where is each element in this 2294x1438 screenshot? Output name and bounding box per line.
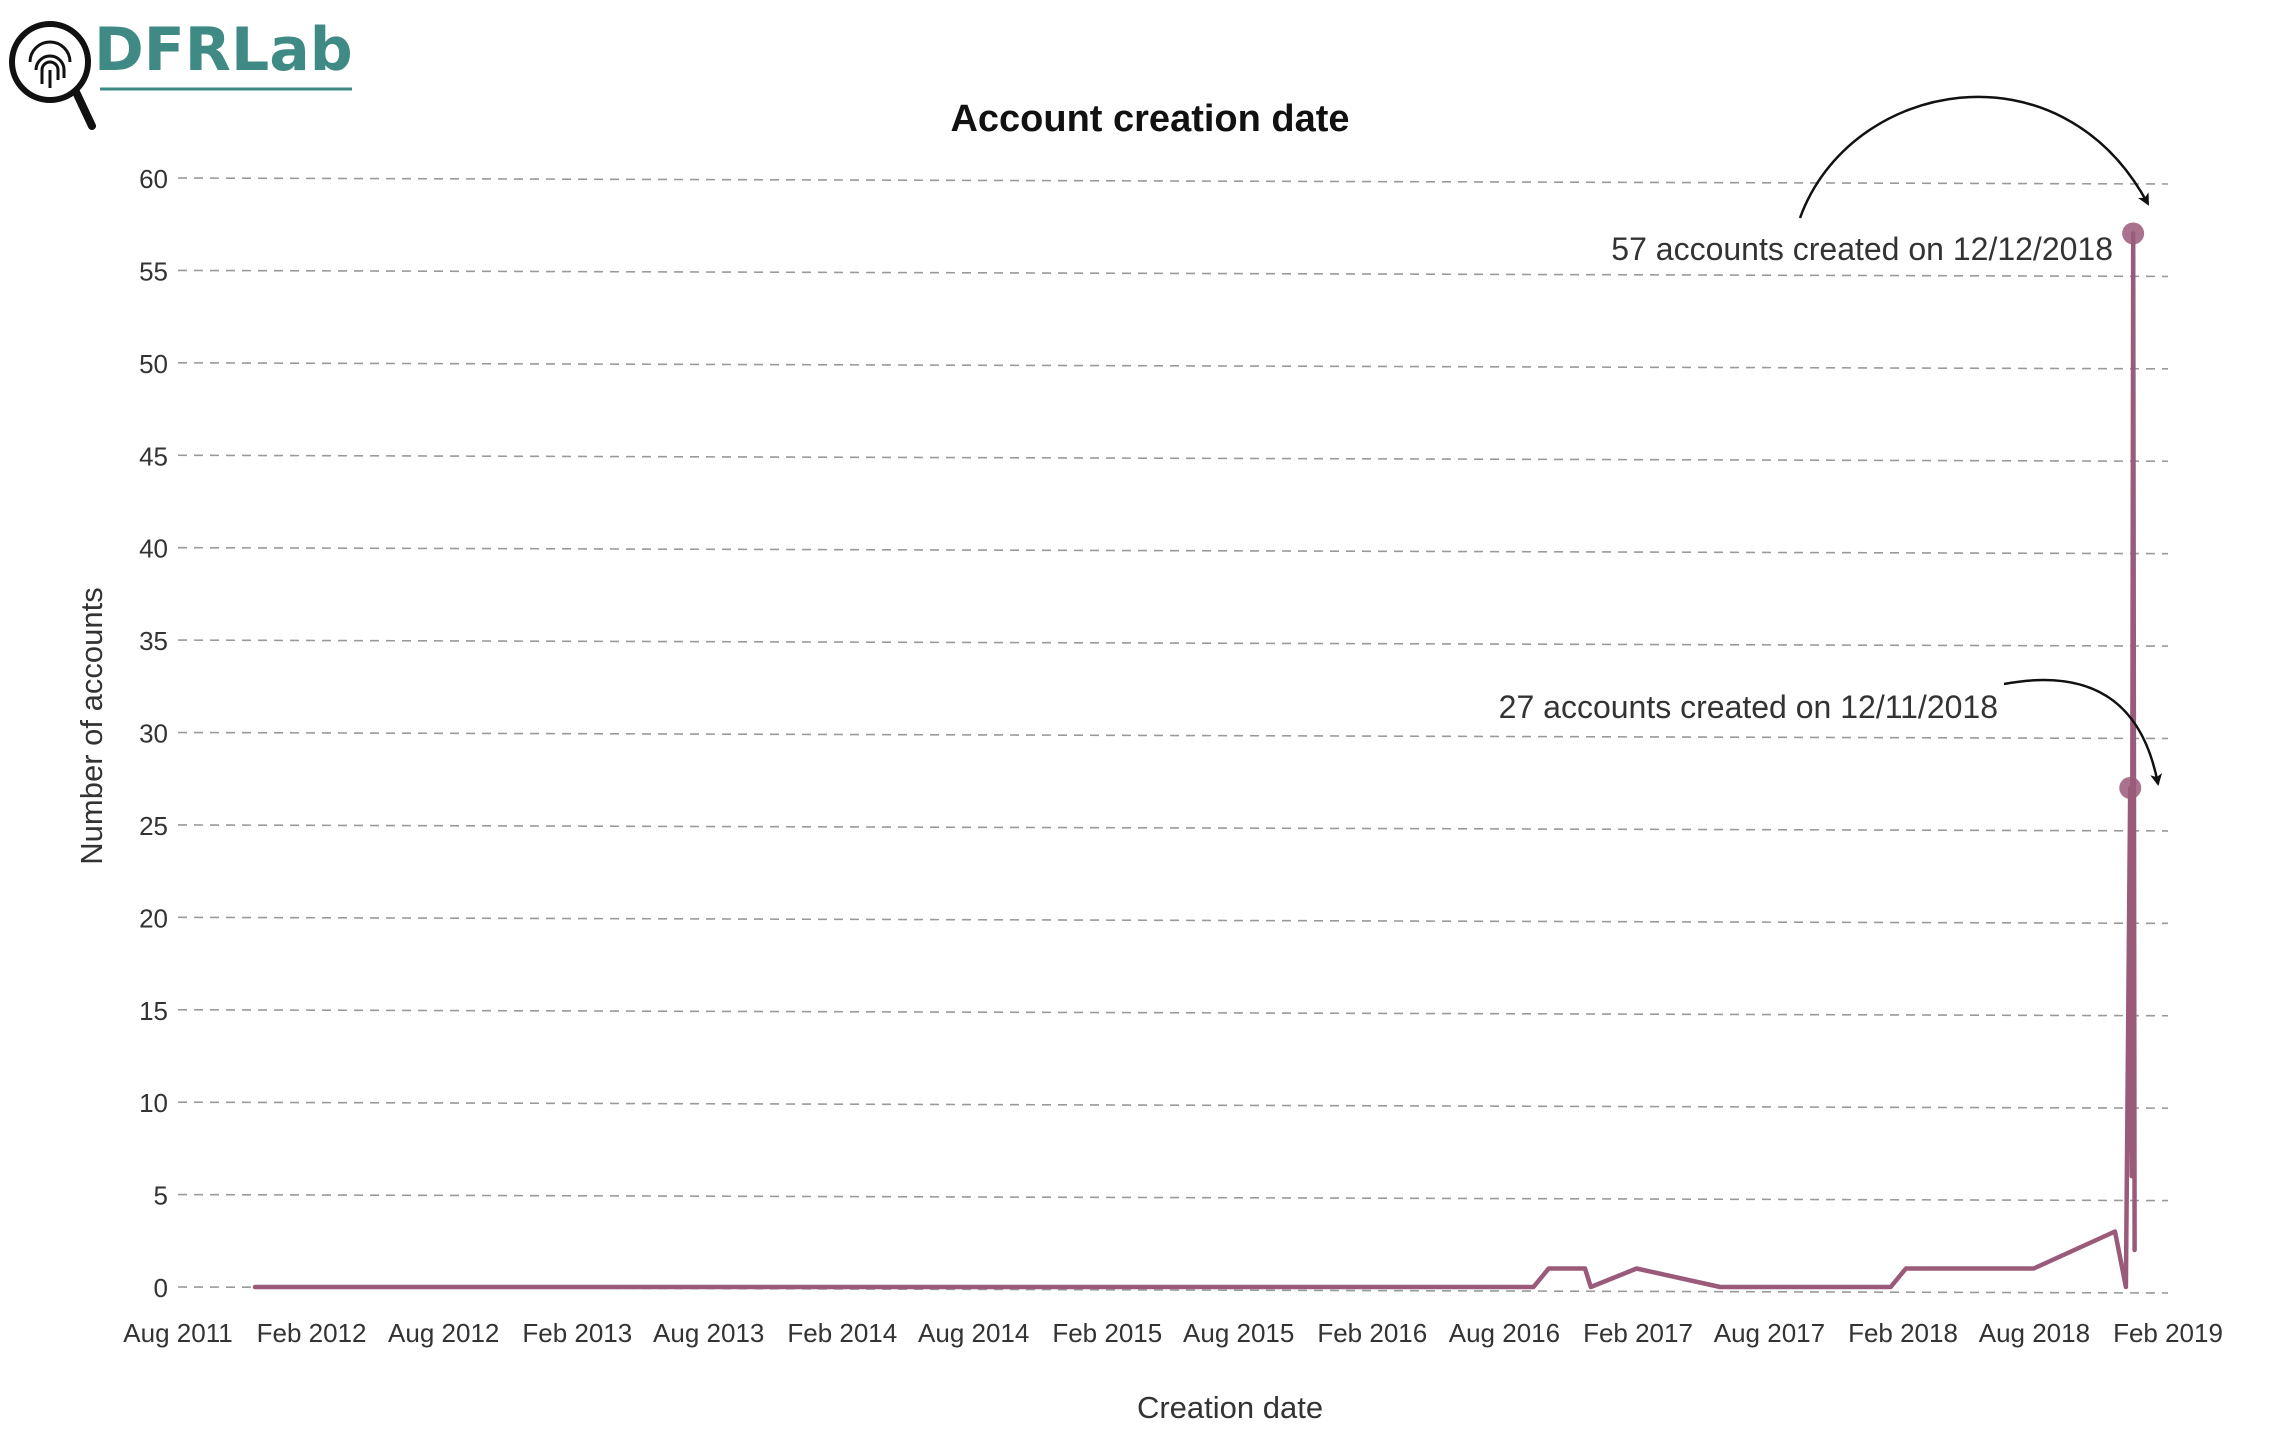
- y-tick-label: 20: [139, 903, 168, 933]
- x-tick-label: Aug 2016: [1449, 1318, 1560, 1348]
- x-tick-label: Aug 2011: [123, 1318, 232, 1348]
- y-axis-ticks: 0 5 10 15 20 25 30 35 40 45 50 55 60: [139, 164, 168, 1303]
- x-axis-label: Creation date: [1137, 1390, 1323, 1425]
- y-tick-label: 55: [139, 256, 168, 286]
- annotation-arrow-27: [2003, 678, 2163, 786]
- x-tick-label: Feb 2012: [257, 1318, 367, 1348]
- x-tick-label: Feb 2013: [522, 1318, 632, 1348]
- x-tick-label: Aug 2017: [1714, 1318, 1825, 1348]
- dfrlab-logo: DFRLab: [9, 15, 353, 130]
- x-tick-label: Feb 2019: [2113, 1318, 2223, 1348]
- x-tick-label: Aug 2012: [388, 1318, 499, 1348]
- x-tick-label: Aug 2014: [918, 1318, 1029, 1348]
- y-tick-label: 10: [139, 1088, 168, 1118]
- y-tick-label: 45: [139, 441, 168, 471]
- x-tick-label: Feb 2014: [787, 1318, 897, 1348]
- y-tick-label: 40: [139, 534, 168, 564]
- gridline-30: [177, 731, 2169, 740]
- annotation-arrow-57: [1798, 95, 2150, 219]
- gridline-25: [177, 824, 2169, 832]
- gridline-40: [177, 546, 2169, 555]
- annotation-text-57: 57 accounts created on 12/12/2018: [1611, 231, 2113, 267]
- y-axis-label: Number of accounts: [74, 587, 109, 864]
- x-tick-label: Feb 2015: [1052, 1318, 1162, 1348]
- x-axis-ticks: Aug 2011 Feb 2012 Aug 2012 Feb 2013 Aug 2013…: [123, 1318, 2223, 1348]
- gridline-55: [177, 269, 2169, 278]
- chart-title: Account creation date: [950, 98, 1349, 140]
- x-tick-label: Feb 2017: [1583, 1318, 1693, 1348]
- x-tick-label: Aug 2013: [653, 1318, 764, 1348]
- fingerprint-magnifier-icon: [9, 21, 96, 130]
- x-tick-label: Aug 2018: [1979, 1318, 2090, 1348]
- x-tick-label: Aug 2015: [1183, 1318, 1294, 1348]
- y-tick-label: 5: [154, 1181, 168, 1211]
- y-tick-label: 15: [139, 996, 168, 1026]
- gridline-0: [177, 1286, 2169, 1294]
- gridline-35: [177, 639, 2169, 647]
- gridline-20: [177, 916, 2169, 925]
- annotation-27: 27 accounts created on 12/11/2018: [1499, 678, 2163, 786]
- gridline-50: [177, 362, 2169, 370]
- series-lines: [252, 231, 2137, 1290]
- highlight-point-57: [2122, 222, 2145, 245]
- gridline-15: [177, 1008, 2169, 1017]
- annotation-57: 57 accounts created on 12/12/2018: [1611, 95, 2150, 267]
- series-line-0: [252, 231, 2137, 1290]
- y-tick-label: 60: [139, 164, 168, 194]
- highlight-point-27: [2119, 776, 2142, 799]
- x-tick-label: Feb 2018: [1848, 1318, 1958, 1348]
- gridline-10: [177, 1101, 2169, 1109]
- highlight-points: [2119, 222, 2145, 799]
- y-tick-label: 0: [154, 1273, 168, 1303]
- logo-text: DFRLab: [94, 15, 353, 85]
- gridline-45: [177, 454, 2169, 463]
- y-tick-label: 35: [139, 626, 168, 656]
- annotation-text-27: 27 accounts created on 12/11/2018: [1499, 689, 1998, 725]
- grid-lines: [177, 177, 2169, 1294]
- gridline-60: [177, 177, 2169, 185]
- x-tick-label: Feb 2016: [1317, 1318, 1427, 1348]
- y-tick-label: 25: [139, 811, 168, 841]
- y-tick-label: 30: [139, 719, 168, 749]
- gridline-5: [177, 1193, 2169, 1202]
- y-tick-label: 50: [139, 349, 168, 379]
